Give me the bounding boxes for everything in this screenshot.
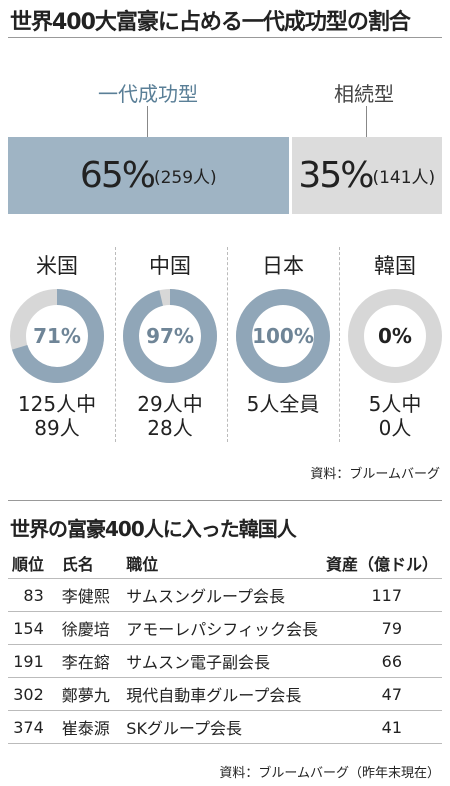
- donut-caption: 89人: [34, 416, 80, 440]
- header-name: 氏名: [61, 555, 94, 574]
- cell-name: 李健熙: [57, 578, 123, 612]
- donut-value-label: 97%: [146, 324, 194, 348]
- donut-caption: 0人: [378, 416, 412, 440]
- cell-rank: 83: [8, 578, 58, 612]
- table-row: 191 李在鎔 サムスン電子副会長 66: [8, 644, 442, 678]
- section-divider: [8, 500, 442, 501]
- wealth-table: 順位 氏名 職位 資産（億ドル） 83 李健熙 サムスングループ会長 117 154 徐慶…: [8, 548, 442, 744]
- bar-value-label: 65%: [79, 155, 156, 196]
- table-source-note: 資料：ブルームバーグ（昨年末現在）: [219, 766, 440, 781]
- cell-name: 鄭夢九: [57, 677, 123, 711]
- leader-line: [147, 106, 148, 137]
- cell-position: 現代自動車グループ会長: [122, 677, 322, 711]
- country-label: 中国: [149, 254, 191, 278]
- header-assets: 資産（億ドル）: [325, 555, 438, 574]
- donut-caption: 28人: [147, 416, 193, 440]
- cell-assets: 66: [321, 644, 442, 678]
- country-label: 日本: [262, 254, 304, 278]
- cell-rank: 302: [8, 677, 58, 711]
- bar-segment: 65% (259人): [8, 137, 289, 214]
- bar-count-label: (259人): [153, 168, 217, 188]
- header-position: 職位: [126, 555, 159, 574]
- table-row: 374 崔泰源 SKグループ会長 41: [8, 710, 442, 744]
- cell-name: 徐慶培: [57, 611, 123, 645]
- bar-value-label: 35%: [298, 155, 374, 196]
- donut-value-arc: [123, 289, 217, 383]
- header-rank: 順位: [12, 555, 45, 574]
- donut-chart: [348, 289, 442, 383]
- cell-rank: 191: [8, 644, 58, 678]
- donut-value-arc: [10, 289, 104, 383]
- cell-assets: 41: [321, 710, 442, 744]
- cell-position: サムスン電子副会長: [122, 644, 322, 678]
- donut-value-arc: [236, 289, 330, 383]
- column-divider: [115, 247, 116, 442]
- source-note: 資料：ブルームバーグ: [310, 467, 440, 482]
- cell-position: サムスングループ会長: [122, 578, 322, 612]
- bar-category-label: 一代成功型: [98, 82, 198, 106]
- cell-assets: 79: [321, 611, 442, 645]
- donut-caption: 5人全員: [246, 392, 320, 416]
- cell-position: アモーレパシフィック会長: [122, 611, 322, 645]
- donut-value-label: 0%: [378, 324, 412, 348]
- donut-caption: 125人中: [17, 392, 97, 416]
- table-row: 83 李健熙 サムスングループ会長 117: [8, 578, 442, 612]
- donut-remainder-arc: [348, 289, 442, 383]
- cell-name: 崔泰源: [57, 710, 123, 744]
- leader-line: [366, 106, 367, 137]
- table-title: 世界の富豪400人に入った韓国人: [10, 517, 297, 541]
- donut-value-label: 71%: [33, 324, 81, 348]
- bar-segment: 35% (141人): [291, 137, 442, 214]
- bar-category-label: 相続型: [334, 82, 394, 106]
- bar-count-label: (141人): [372, 168, 436, 188]
- donut-value-label: 100%: [252, 324, 314, 348]
- donut-chart: [123, 289, 217, 383]
- table-row: 302 鄭夢九 現代自動車グループ会長 47: [8, 677, 442, 711]
- cell-rank: 374: [8, 710, 58, 744]
- donut-caption: 29人中: [137, 392, 203, 416]
- column-divider: [339, 247, 340, 442]
- cell-assets: 47: [321, 677, 442, 711]
- cell-rank: 154: [8, 611, 58, 645]
- cell-position: SKグループ会長: [122, 710, 322, 744]
- donut-caption: 5人中: [368, 392, 422, 416]
- chart-title: 世界400大富豪に占める一代成功型の割合: [10, 10, 411, 35]
- column-divider: [227, 247, 228, 442]
- cell-name: 李在鎔: [57, 644, 123, 678]
- cell-assets: 117: [321, 578, 442, 612]
- title-divider: [8, 37, 442, 38]
- table-header-row: 順位 氏名 職位 資産（億ドル）: [8, 548, 442, 579]
- country-label: 韓国: [374, 254, 416, 278]
- country-label: 米国: [36, 254, 78, 278]
- donut-chart: [236, 289, 330, 383]
- table-row: 154 徐慶培 アモーレパシフィック会長 79: [8, 611, 442, 645]
- donut-chart: [10, 289, 104, 383]
